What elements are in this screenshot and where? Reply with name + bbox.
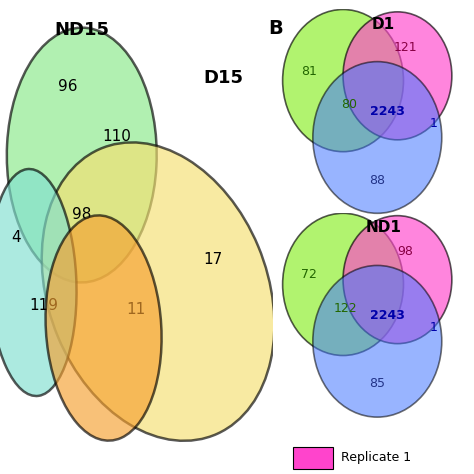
Text: 2243: 2243 [370,309,405,322]
Text: B: B [268,19,283,38]
Ellipse shape [7,27,157,283]
Text: 72: 72 [301,268,317,282]
Circle shape [343,216,452,344]
Text: 98: 98 [398,245,413,258]
Circle shape [343,12,452,140]
Circle shape [313,62,442,213]
Text: 85: 85 [369,377,385,391]
Text: 17: 17 [203,252,222,267]
Text: 4: 4 [11,229,21,245]
Text: 80: 80 [341,98,357,111]
Text: D1: D1 [372,17,395,32]
Circle shape [283,9,403,152]
Text: D15: D15 [203,69,244,87]
Text: 1: 1 [430,117,438,130]
Text: 2243: 2243 [370,105,405,118]
Text: 110: 110 [103,129,132,145]
Circle shape [283,213,403,356]
Text: 121: 121 [394,41,417,54]
Text: 81: 81 [301,64,317,78]
Ellipse shape [46,215,162,441]
Circle shape [313,265,442,417]
Text: Replicate 1: Replicate 1 [341,451,411,464]
Text: ND1: ND1 [365,220,401,236]
Text: 119: 119 [29,298,58,313]
Text: 96: 96 [58,79,78,94]
Bar [292,447,333,469]
Ellipse shape [42,142,274,441]
Text: 88: 88 [369,173,385,187]
Text: 98: 98 [72,207,91,222]
Ellipse shape [0,169,77,396]
Text: 122: 122 [333,301,357,315]
Text: ND15: ND15 [54,21,109,39]
Text: 1: 1 [430,320,438,334]
Text: 11: 11 [127,302,146,317]
